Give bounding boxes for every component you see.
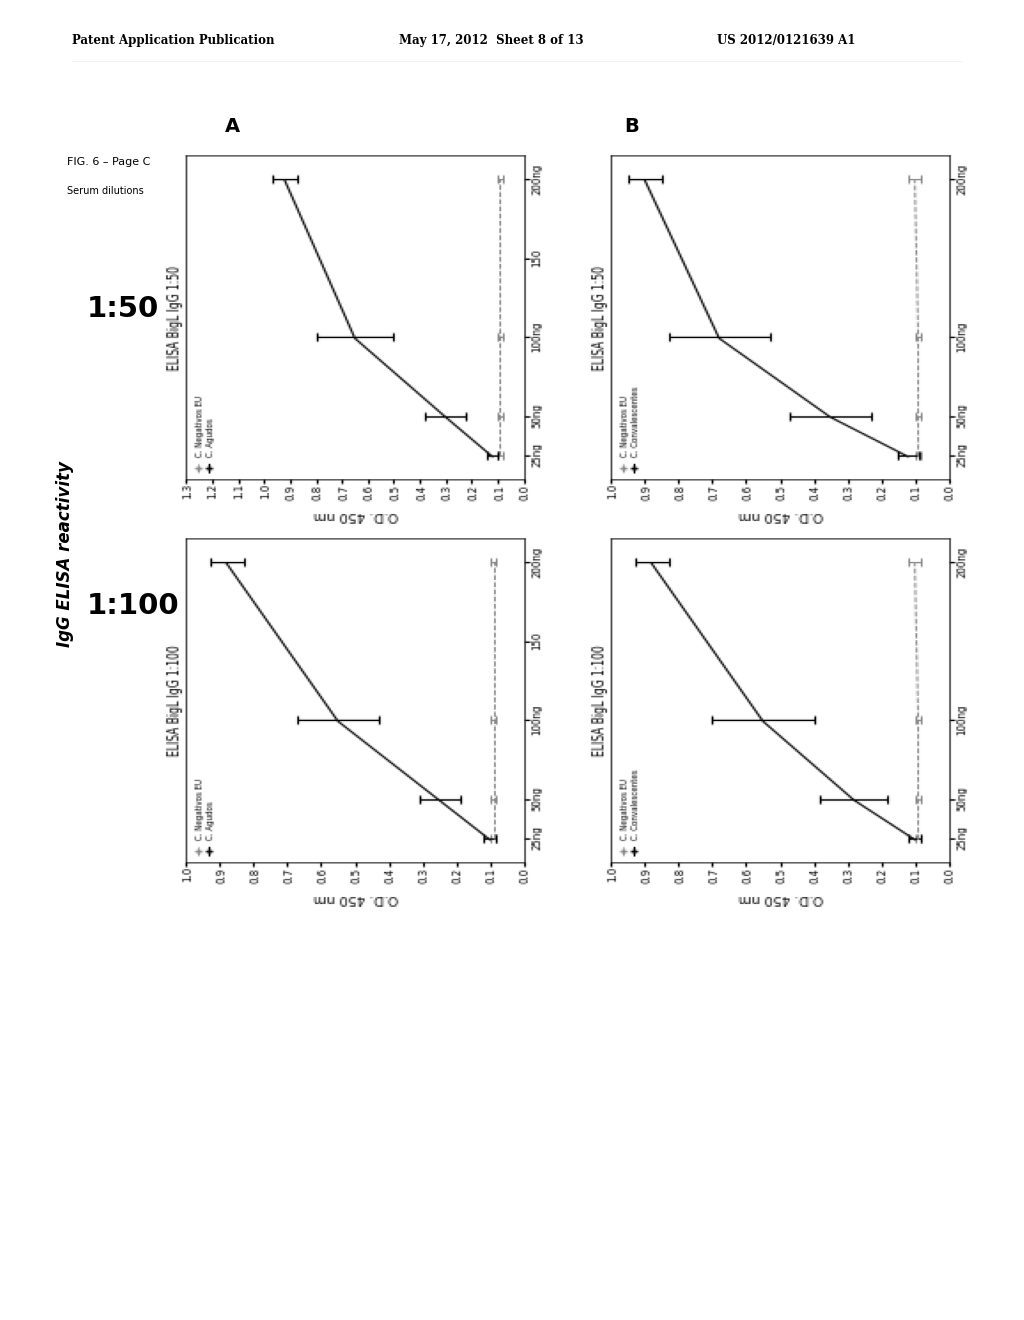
Text: US 2012/0121639 A1: US 2012/0121639 A1 — [717, 33, 855, 46]
Text: Patent Application Publication: Patent Application Publication — [72, 33, 274, 46]
Text: 1:100: 1:100 — [87, 591, 179, 620]
Text: IgG ELISA reactivity: IgG ELISA reactivity — [56, 462, 75, 647]
Text: 1:50: 1:50 — [87, 294, 160, 323]
Text: Serum dilutions: Serum dilutions — [67, 186, 143, 197]
Text: B: B — [625, 117, 639, 136]
Text: FIG. 6 – Page C: FIG. 6 – Page C — [67, 157, 150, 168]
Text: A: A — [225, 117, 241, 136]
Text: May 17, 2012  Sheet 8 of 13: May 17, 2012 Sheet 8 of 13 — [399, 33, 584, 46]
